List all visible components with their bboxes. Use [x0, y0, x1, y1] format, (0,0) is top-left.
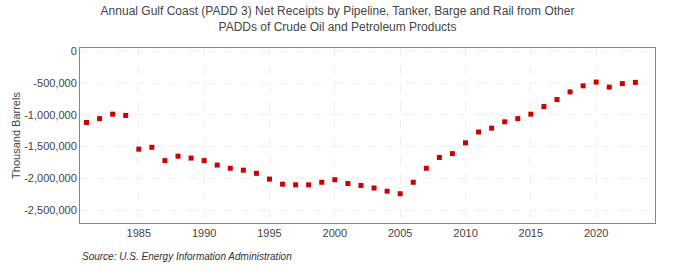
svg-text:-2,500,000: -2,500,000: [24, 204, 77, 216]
svg-text:2000: 2000: [323, 227, 347, 239]
svg-text:Annual Gulf Coast (PADD 3) Net: Annual Gulf Coast (PADD 3) Net Receipts …: [101, 4, 575, 34]
svg-text:-500,000: -500,000: [33, 77, 76, 89]
svg-text:Thousand Barrels: Thousand Barrels: [10, 92, 22, 179]
svg-text:2005: 2005: [388, 227, 412, 239]
svg-text:2010: 2010: [453, 227, 477, 239]
svg-text:-2,000,000: -2,000,000: [24, 172, 77, 184]
svg-text:-1,500,000: -1,500,000: [24, 140, 77, 152]
svg-text:Source: U.S. Energy Informatio: Source: U.S. Energy Information Administ…: [82, 251, 292, 262]
svg-text:-1,000,000: -1,000,000: [24, 109, 77, 121]
svg-text:2015: 2015: [519, 227, 543, 239]
svg-text:1995: 1995: [257, 227, 281, 239]
svg-text:1990: 1990: [192, 227, 216, 239]
svg-text:1985: 1985: [127, 227, 151, 239]
svg-text:0: 0: [71, 45, 77, 57]
svg-text:2020: 2020: [584, 227, 608, 239]
